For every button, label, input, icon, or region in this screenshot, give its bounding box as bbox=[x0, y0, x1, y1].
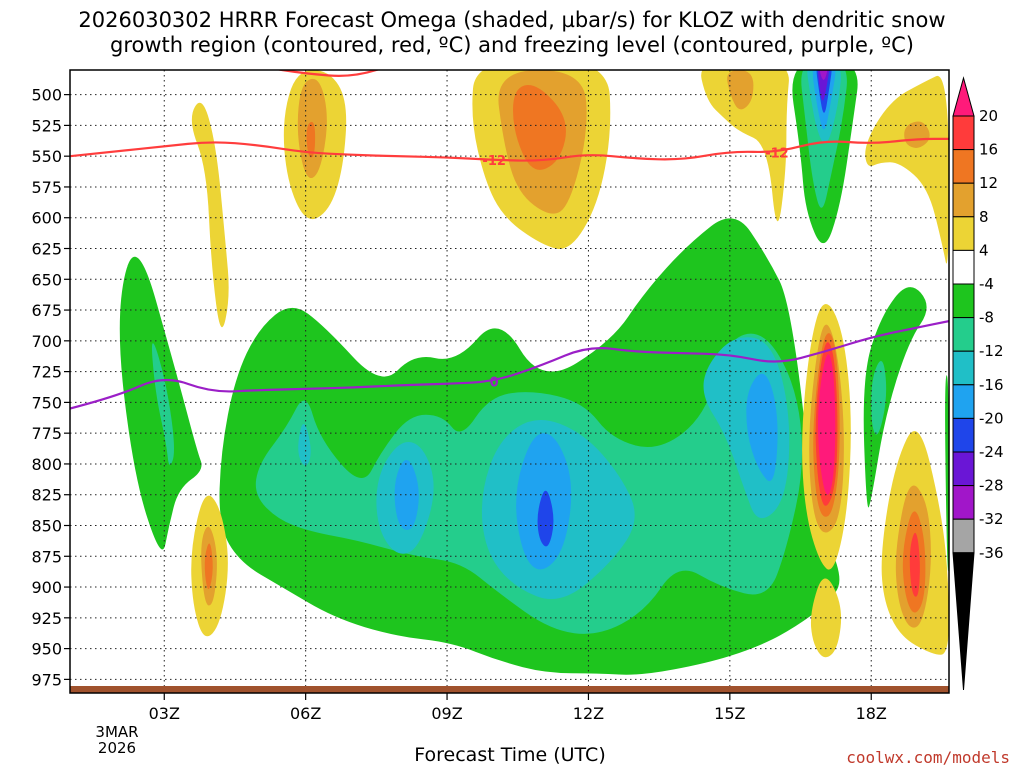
omega-region-20 bbox=[863, 287, 927, 508]
colorbar-swatch bbox=[952, 518, 975, 554]
time-axis: 03Z 06Z 09Z 12Z 15Z 18Z bbox=[149, 693, 887, 723]
y-tick-label: 950 bbox=[31, 640, 62, 659]
contour-line-2 bbox=[70, 320, 949, 410]
omega-region-11 bbox=[537, 490, 554, 547]
colorbar: 20 16 12 8 4 -4 -8 -12 -16 -20 -24 -28 -32 -36 bbox=[952, 76, 1004, 691]
omega-region-30 bbox=[701, 70, 789, 222]
colorbar-swatch bbox=[952, 384, 975, 419]
omega-region-4 bbox=[298, 423, 311, 466]
omega-region-1 bbox=[151, 343, 174, 465]
omega-region-32 bbox=[865, 75, 949, 264]
omega-region-23 bbox=[191, 102, 229, 328]
y-tick-label: 775 bbox=[31, 424, 62, 443]
colorbar-swatch bbox=[952, 417, 975, 453]
colorbar-swatch bbox=[952, 216, 975, 251]
colorbar-label: 4 bbox=[979, 241, 989, 259]
colorbar-swatch bbox=[952, 283, 975, 319]
pressure-axis: 500 525 550 575 600 625 650 675 700 725 750 775 800 8… bbox=[31, 86, 70, 689]
x-tick-label: 09Z bbox=[431, 704, 462, 723]
omega-shading bbox=[119, 58, 949, 675]
temperature-contours: -12 -12 0 bbox=[70, 70, 949, 410]
y-tick-label: 675 bbox=[31, 301, 62, 320]
x-tick-label: 06Z bbox=[290, 704, 321, 723]
y-tick-label: 550 bbox=[31, 147, 62, 166]
colorbar-swatch bbox=[952, 182, 975, 218]
colorbar-label: -32 bbox=[979, 510, 1004, 528]
colorbar-label: -36 bbox=[979, 544, 1004, 562]
contour-line-0 bbox=[70, 137, 949, 162]
omega-region-26 bbox=[306, 121, 316, 158]
y-tick-label: 650 bbox=[31, 270, 62, 289]
y-tick-label: 750 bbox=[31, 393, 62, 412]
x-tick-label: 15Z bbox=[714, 704, 745, 723]
y-tick-label: 975 bbox=[31, 670, 62, 689]
omega-region-22 bbox=[945, 375, 949, 572]
colorbar-cap-top bbox=[952, 76, 975, 117]
omega-region-43 bbox=[909, 532, 920, 597]
x-axis-label: Forecast Time (UTC) bbox=[414, 744, 606, 766]
y-tick-label: 850 bbox=[31, 516, 62, 535]
colorbar-label: 20 bbox=[979, 107, 998, 125]
y-tick-label: 525 bbox=[31, 116, 62, 135]
date-label-day: 3MAR bbox=[95, 723, 139, 741]
omega-region-10 bbox=[746, 373, 778, 482]
contour-label: 0 bbox=[490, 375, 499, 390]
x-tick-label: 12Z bbox=[573, 704, 604, 723]
y-tick-label: 700 bbox=[31, 332, 62, 351]
omega-region-31 bbox=[727, 70, 754, 110]
y-tick-label: 575 bbox=[31, 178, 62, 197]
colorbar-label: -24 bbox=[979, 443, 1004, 461]
omega-region-33 bbox=[904, 121, 930, 148]
colorbar-swatch bbox=[952, 149, 975, 184]
colorbar-swatch bbox=[952, 249, 975, 285]
x-tick-label: 18Z bbox=[856, 704, 887, 723]
colorbar-swatch bbox=[952, 115, 975, 151]
colorbar-swatch bbox=[952, 317, 975, 352]
colorbar-swatch bbox=[952, 350, 975, 386]
plot-frame bbox=[69, 69, 950, 694]
colorbar-label: 8 bbox=[979, 208, 989, 226]
y-tick-label: 800 bbox=[31, 455, 62, 474]
y-tick-label: 600 bbox=[31, 209, 62, 228]
contour-label: -12 bbox=[482, 154, 506, 169]
colorbar-label: -20 bbox=[979, 409, 1004, 427]
contour-label: -12 bbox=[765, 146, 789, 161]
omega-region-21 bbox=[871, 360, 887, 435]
colorbar-label: -28 bbox=[979, 477, 1004, 495]
omega-region-8 bbox=[394, 460, 419, 530]
omega-region-38 bbox=[817, 354, 836, 495]
colorbar-swatch bbox=[952, 485, 975, 520]
y-tick-label: 925 bbox=[31, 609, 62, 628]
colorbar-label: 16 bbox=[979, 141, 998, 159]
y-tick-label: 725 bbox=[31, 363, 62, 382]
colorbar-label: -16 bbox=[979, 376, 1004, 394]
colorbar-swatch bbox=[952, 451, 975, 487]
chart-title: 2026030302 HRRR Forecast Omega (shaded, … bbox=[0, 8, 1024, 58]
y-tick-label: 625 bbox=[31, 240, 62, 259]
colorbar-label: -12 bbox=[979, 342, 1004, 360]
colorbar-cap-bottom bbox=[952, 552, 975, 691]
y-tick-label: 500 bbox=[31, 86, 62, 105]
omega-region-18 bbox=[819, 70, 828, 80]
date-label-year: 2026 bbox=[97, 739, 137, 757]
omega-region-17 bbox=[818, 70, 830, 101]
y-tick-label: 875 bbox=[31, 547, 62, 566]
grid-lines bbox=[70, 70, 949, 688]
credit-link[interactable]: coolwx.com/models bbox=[846, 748, 1010, 767]
chart-title-line-2: growth region (contoured, red, ºC) and f… bbox=[110, 33, 914, 57]
x-tick-label: 03Z bbox=[149, 704, 180, 723]
colorbar-label: -4 bbox=[979, 275, 994, 293]
omega-region-46 bbox=[204, 543, 213, 590]
chart-title-line-1: 2026030302 HRRR Forecast Omega (shaded, … bbox=[78, 8, 946, 32]
y-tick-label: 900 bbox=[31, 578, 62, 597]
y-tick-label: 825 bbox=[31, 486, 62, 505]
ground-bar bbox=[70, 686, 949, 693]
colorbar-label: 12 bbox=[979, 174, 998, 192]
omega-region-19 bbox=[822, 58, 826, 69]
omega-region-29 bbox=[513, 84, 566, 170]
colorbar-label: -8 bbox=[979, 309, 994, 327]
